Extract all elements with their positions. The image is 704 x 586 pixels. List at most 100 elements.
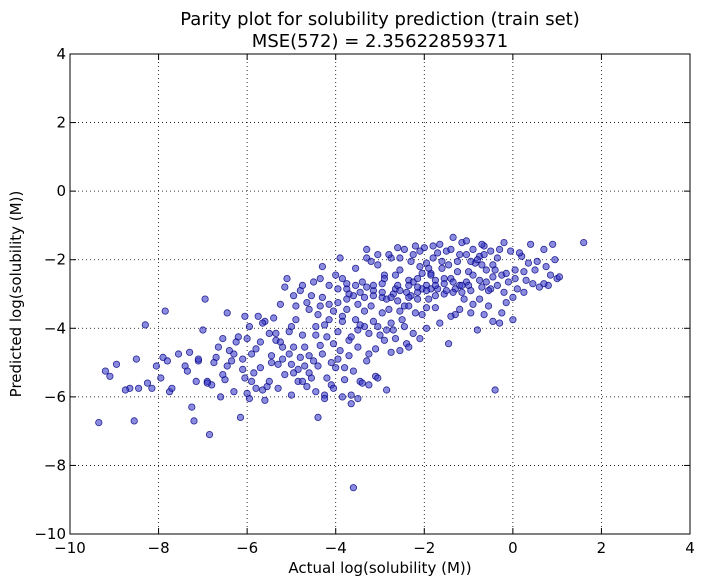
data-point [551,256,559,264]
data-point [531,266,539,274]
data-point [347,391,355,399]
data-point [484,302,493,310]
data-point [382,326,391,334]
data-point [272,329,280,337]
y-tick-label: 2 [56,114,66,132]
y-tick-label: −4 [44,319,66,337]
data-point [378,309,386,317]
data-point [183,367,191,375]
data-point [101,367,110,375]
data-point [409,251,417,259]
data-point [475,295,484,303]
data-point [265,377,273,385]
data-point [130,417,138,425]
data-point [396,346,404,355]
data-point [214,343,222,351]
data-point [506,247,515,255]
y-tick-label: −6 [44,388,66,406]
data-point [199,326,207,334]
data-point [467,257,475,265]
data-point [453,268,462,276]
y-axis-label: Predicted log(solubility (M)) [7,191,25,398]
data-point [478,283,486,291]
data-point [325,281,333,289]
data-point [467,309,475,317]
data-point [473,326,481,334]
data-point [458,281,466,289]
data-point [318,350,326,358]
data-point [360,293,369,301]
x-tick-label: −10 [54,539,86,557]
data-point [540,280,548,288]
data-point [309,278,318,286]
data-point [422,324,431,332]
data-point [267,352,276,360]
data-point [396,286,404,295]
data-point [351,264,360,272]
data-point [343,305,351,313]
data-point [580,239,588,247]
data-point [484,286,493,295]
data-point [493,281,501,289]
data-point [449,288,457,296]
data-point [334,328,342,336]
data-point [462,237,470,245]
data-point [416,247,424,255]
data-point [387,319,395,327]
data-point [243,389,251,397]
data-point [425,295,433,303]
data-point [152,362,160,370]
data-point [217,393,225,401]
data-point [489,317,497,325]
data-point [422,304,431,312]
data-point [416,262,424,271]
data-point [427,271,435,279]
data-point [316,341,324,349]
data-point [396,266,404,274]
data-point [318,262,326,271]
data-point [473,256,481,264]
data-point [347,333,355,341]
data-point [121,386,130,394]
data-point [347,400,355,408]
data-point [456,305,464,313]
data-point [380,274,388,283]
data-point [491,266,499,274]
data-point [219,334,227,343]
data-point [250,369,258,377]
data-point [449,278,457,286]
data-point [320,321,329,329]
data-point [489,273,497,281]
data-point [365,381,373,389]
data-point [504,278,512,286]
data-point [438,257,446,265]
data-point [396,307,404,315]
data-point [422,286,431,295]
data-point [369,292,377,300]
data-point [487,247,495,255]
data-point [425,264,433,272]
data-point [332,271,340,279]
data-point [276,338,284,346]
data-point [365,329,373,337]
axis-ticks [69,53,691,535]
data-point [351,281,360,289]
data-point [340,364,349,372]
data-point [509,293,517,301]
data-point [323,333,331,341]
data-point [141,321,149,329]
data-point [533,257,541,265]
data-point [343,280,351,288]
data-point [418,269,426,277]
data-point [493,254,501,262]
data-point [329,340,338,348]
data-point [267,358,276,367]
data-point [458,288,466,296]
data-point [475,276,484,284]
data-point [398,316,406,324]
data-point [498,309,506,317]
data-point [444,261,453,269]
data-point [389,326,397,334]
data-point [515,249,524,257]
data-point [161,307,169,315]
